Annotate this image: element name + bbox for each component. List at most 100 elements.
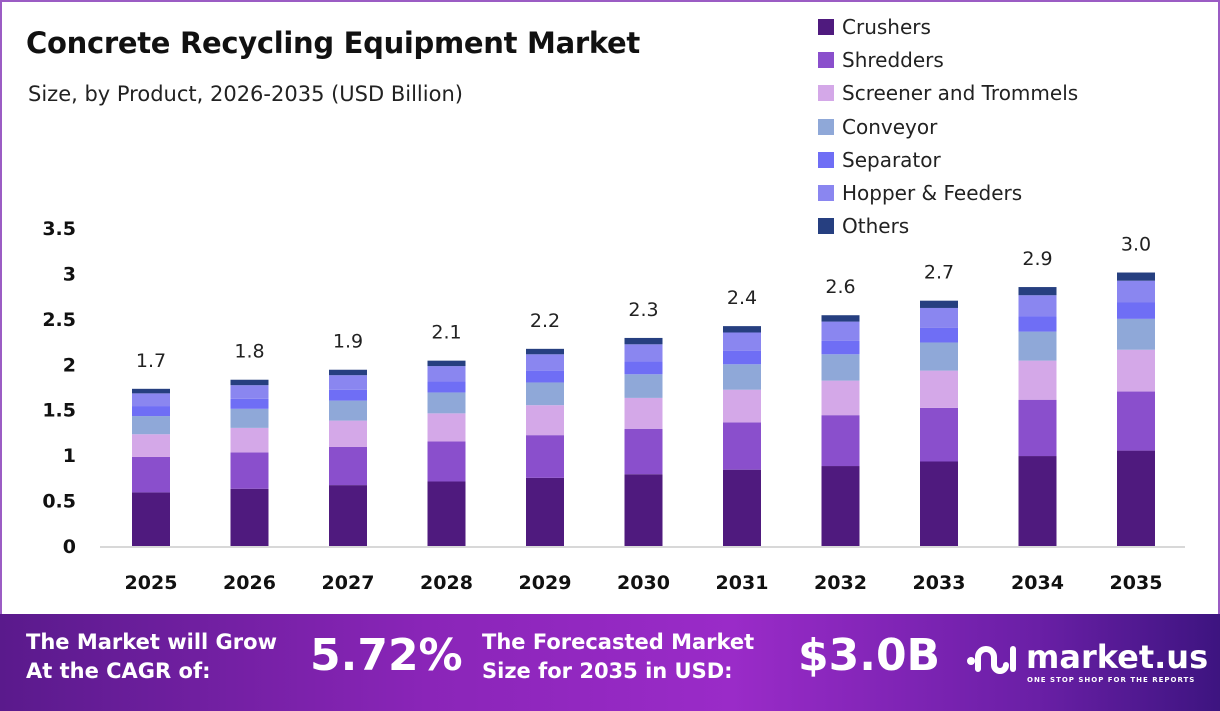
total-label: 2.3 [628,299,658,321]
bar-segment-shredders [329,446,367,486]
bar-segment-screener-and-trommels [526,405,564,436]
bar-segment-others [624,337,663,345]
bar-segment-others [230,379,269,386]
bar-segment-others [329,369,367,376]
size-label-line1: The Forecasted Market [482,630,755,654]
bar-segment-screener-and-trommels [427,413,466,442]
cagr-label: The Market will Grow At the CAGR of: [26,628,277,686]
logo-text: market.us [1026,638,1209,676]
y-tick-label: 0 [63,536,76,558]
bar-segment-hopper-feeders [624,344,663,362]
size-label: The Forecasted Market Size for 2035 in U… [482,628,754,686]
legend-item: Hopper & Feeders [818,176,1078,209]
bar-segment-others [821,315,860,322]
x-tick-label: 2025 [125,572,178,594]
bar-segment-separator [427,381,466,393]
bar-segment-hopper-feeders [526,354,564,371]
legend-label: Shredders [842,47,944,72]
y-tick-label: 1.5 [42,400,76,422]
bar-segment-screener-and-trommels [920,370,958,408]
total-label: 2.6 [825,276,855,298]
y-tick-label: 3.5 [42,218,76,240]
legend-item: Others [818,210,1078,243]
total-label: 1.7 [136,350,166,372]
bar-segment-others [427,360,466,367]
y-tick-label: 3 [63,263,76,285]
legend-swatch [818,151,834,168]
legend-item: Shredders [818,43,1078,76]
bar-segment-separator [132,406,170,417]
bar-segment-shredders [132,456,170,493]
bar-segment-conveyor [427,392,466,414]
bar-segment-hopper-feeders [1117,280,1155,303]
x-tick-label: 2032 [814,572,867,594]
legend-label: Hopper & Feeders [842,181,1023,206]
legend-swatch [818,51,834,68]
bar-segment-crushers [1117,450,1155,546]
bar-segment-conveyor [624,374,663,398]
chart-subtitle: Size, by Product, 2026-2035 (USD Billion… [28,82,463,106]
legend-item: Crushers [818,10,1078,43]
bar-segment-conveyor [1117,318,1155,350]
bar-segment-crushers [1018,456,1057,546]
bar-segment-separator [920,327,958,343]
x-tick-label: 2035 [1110,572,1163,594]
cagr-label-line2: At the CAGR of: [26,659,211,683]
bar-segment-hopper-feeders [723,332,761,351]
bar-segment-separator [526,370,564,383]
bar-segment-others [1018,287,1057,296]
legend-label: Screener and Trommels [842,81,1079,106]
total-label: 2.4 [727,287,757,309]
bar-segment-separator [230,398,269,409]
bar-segment-hopper-feeders [1018,295,1057,317]
bar-segment-crushers [624,474,663,546]
bar-segment-hopper-feeders [821,321,860,341]
bar-segment-shredders [230,452,269,489]
bar-segment-others [132,388,170,394]
legend-label: Others [842,214,910,239]
bar-segment-others [723,326,761,333]
bar-segment-conveyor [723,364,761,390]
footer-banner: The Market will Grow At the CAGR of: 5.7… [0,614,1220,711]
bar-segment-screener-and-trommels [1117,349,1155,392]
bar-segment-conveyor [329,400,367,421]
chart: 0 0.5 1 1.5 2 2.5 3 3.5 1.7 2025 1.8 2026 1.9 2027 2.1… [42,218,1185,594]
bar-segment-hopper-feeders [920,307,958,328]
legend-item: Separator [818,143,1078,176]
bar-segment-others [1117,272,1155,281]
bar-segment-shredders [1018,399,1057,457]
bar-segment-shredders [920,407,958,462]
bar-segment-shredders [624,428,663,475]
total-label: 1.9 [333,331,363,353]
y-tick-label: 0.5 [42,491,76,513]
bar-segment-others [920,300,958,308]
bar-segment-separator [1018,316,1057,332]
total-label: 3.0 [1121,234,1151,256]
bar-segment-screener-and-trommels [624,397,663,429]
bar-segment-screener-and-trommels [132,434,170,457]
bar-segment-screener-and-trommels [821,380,860,416]
bar-segment-shredders [821,415,860,467]
x-tick-label: 2027 [322,572,375,594]
total-label: 2.9 [1022,248,1052,270]
y-tick-label: 1 [63,445,76,467]
bar-segment-screener-and-trommels [329,420,367,447]
bar-segment-shredders [526,435,564,478]
bar-segment-separator [723,350,761,365]
bar-segment-screener-and-trommels [723,389,761,423]
bar-segment-crushers [526,477,564,546]
legend-label: Crushers [842,14,931,39]
bar-segment-crushers [723,469,761,546]
x-tick-label: 2033 [913,572,966,594]
logo-mark-icon [967,646,1016,674]
legend-label: Separator [842,147,941,172]
bar-segment-screener-and-trommels [230,427,269,453]
x-tick-label: 2029 [519,572,572,594]
bar-segment-crushers [427,481,466,546]
y-tick-label: 2.5 [42,309,76,331]
bar-segment-crushers [329,485,367,546]
legend-swatch [818,218,834,235]
bar-segment-crushers [230,488,269,546]
bar-segment-separator [329,389,367,401]
legend: Crushers Shredders Screener and Trommels Co… [818,10,1078,243]
